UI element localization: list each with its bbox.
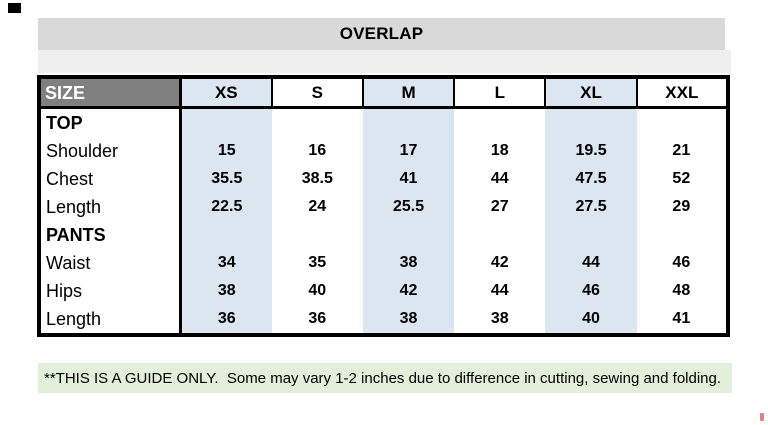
size-value: 16	[308, 142, 327, 159]
size-value: 17	[362, 137, 455, 165]
size-value: 46	[672, 254, 691, 271]
size-value: 38	[180, 277, 272, 305]
size-value: 29	[672, 198, 691, 215]
size-value: 21	[672, 142, 691, 159]
section-row-top: TOP	[39, 107, 728, 138]
empty-cell	[180, 221, 272, 249]
empty-cell	[272, 108, 363, 138]
size-value: 19.5	[545, 137, 637, 165]
size-value: 44	[490, 282, 509, 299]
empty-cell	[545, 221, 637, 249]
size-value: 24	[308, 198, 327, 215]
row-label: Hips	[39, 277, 182, 305]
row-label: Length	[39, 193, 182, 221]
empty-cell	[454, 108, 545, 138]
size-value: 27.5	[545, 193, 637, 221]
size-value: 44	[545, 249, 637, 277]
size-value: 27	[490, 198, 509, 215]
guide-disclaimer-note: **THIS IS A GUIDE ONLY. Some may vary 1-…	[38, 363, 732, 393]
empty-cell	[637, 221, 728, 249]
size-value: 41	[672, 310, 691, 327]
section-label: PANTS	[39, 221, 182, 249]
size-header-xxl: XXL	[635, 77, 730, 109]
size-header-label: SIZE	[39, 77, 182, 109]
size-value: 48	[672, 282, 691, 299]
size-value: 41	[362, 165, 455, 193]
size-value: 42	[362, 277, 455, 305]
chart-title-bar: OVERLAP	[38, 18, 725, 50]
size-header-row: SIZE XS S M L XL XXL	[39, 77, 730, 109]
size-header-l: L	[453, 77, 547, 109]
row-label: Shoulder	[39, 137, 182, 165]
empty-cell	[362, 107, 455, 137]
size-value: 42	[490, 254, 509, 271]
size-value: 38	[362, 249, 455, 277]
size-value: 40	[545, 305, 637, 335]
empty-cell	[362, 221, 455, 249]
title-sub-strip	[38, 50, 731, 73]
red-dot-artifact	[760, 413, 764, 421]
size-value: 44	[490, 170, 509, 187]
size-header-xl: XL	[544, 77, 638, 109]
size-value: 35	[308, 254, 327, 271]
size-value: 22.5	[180, 193, 272, 221]
size-header-s: S	[270, 77, 364, 109]
size-value: 40	[308, 282, 327, 299]
size-value: 46	[545, 277, 637, 305]
table-row-pants-length: Length 36 36 38 38 40 41	[39, 305, 728, 335]
size-value: 38.5	[301, 170, 333, 187]
empty-cell	[272, 221, 363, 249]
size-value: 25.5	[362, 193, 455, 221]
size-value: 35.5	[180, 165, 272, 193]
table-row-shoulder: Shoulder 15 16 17 18 19.5 21	[39, 137, 728, 165]
chart-title: OVERLAP	[339, 24, 424, 43]
row-label: Waist	[39, 249, 182, 277]
section-row-pants: PANTS	[39, 221, 728, 249]
table-row-hips: Hips 38 40 42 44 46 48	[39, 277, 728, 305]
table-row-chest: Chest 35.5 38.5 41 44 47.5 52	[39, 165, 728, 193]
size-value: 38	[362, 305, 455, 335]
size-header-xs: XS	[179, 77, 273, 109]
section-label: TOP	[39, 107, 182, 137]
empty-cell	[454, 221, 545, 249]
empty-cell	[180, 107, 272, 137]
size-header-m: M	[361, 77, 456, 109]
size-chart-table: SIZE XS S M L XL XXL TOP Shoulder 15 16 …	[37, 75, 730, 337]
corner-artifact-square	[8, 3, 21, 13]
row-label: Length	[39, 305, 182, 335]
guide-disclaimer-text: **THIS IS A GUIDE ONLY. Some may vary 1-…	[44, 369, 722, 387]
table-row-waist: Waist 34 35 38 42 44 46	[39, 249, 728, 277]
empty-cell	[545, 107, 637, 137]
size-value: 18	[490, 142, 509, 159]
size-value: 36	[180, 305, 272, 335]
size-value: 38	[490, 310, 509, 327]
size-value: 34	[180, 249, 272, 277]
empty-cell	[637, 108, 728, 138]
table-row-top-length: Length 22.5 24 25.5 27 27.5 29	[39, 193, 728, 221]
size-value: 36	[308, 310, 327, 327]
size-value: 47.5	[545, 165, 637, 193]
size-value: 15	[180, 137, 272, 165]
row-label: Chest	[39, 165, 182, 193]
size-value: 52	[672, 170, 691, 187]
